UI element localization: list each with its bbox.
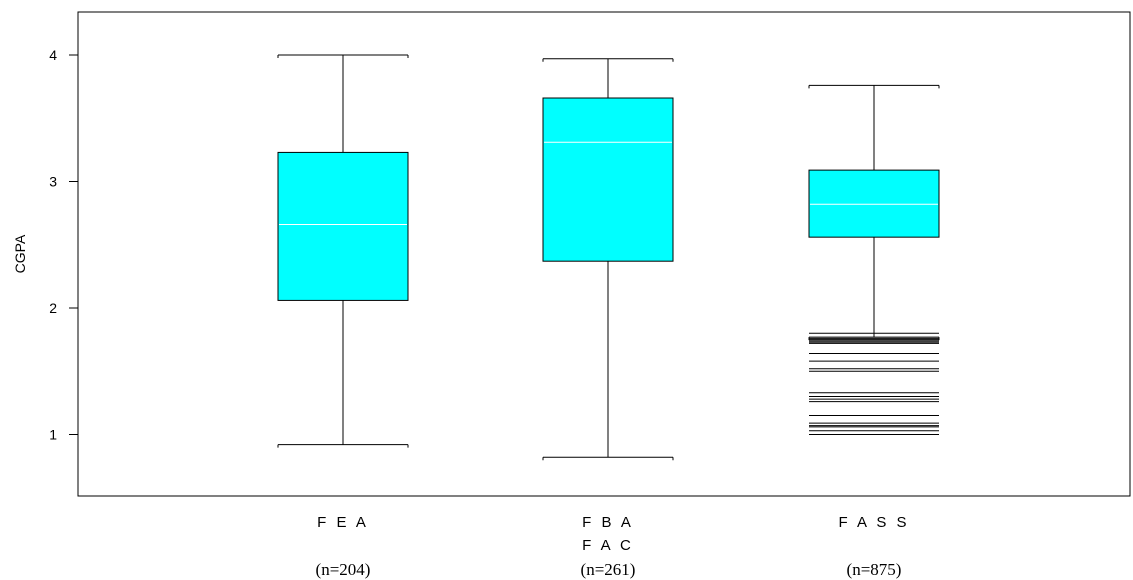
y-tick-label: 4 xyxy=(49,47,57,63)
y-tick-label: 2 xyxy=(49,300,57,316)
x-axis-labels: F E A (n=204) F B A F A C (n=261) F A S S (n=8… xyxy=(316,514,909,579)
y-axis: 1 2 3 4 xyxy=(49,47,78,443)
iqr-box xyxy=(808,169,940,238)
category-sublabel: F A C xyxy=(582,537,634,554)
sample-size-label: (n=261) xyxy=(581,560,636,579)
plot-frame xyxy=(77,11,1131,497)
box-group xyxy=(277,54,409,448)
iqr-box xyxy=(542,97,674,262)
category-label: F E A xyxy=(317,514,369,531)
box-groups xyxy=(277,54,940,461)
y-tick-label: 3 xyxy=(49,174,57,190)
sample-size-label: (n=204) xyxy=(316,560,371,579)
iqr-box xyxy=(277,151,409,301)
category-label: F A S S xyxy=(838,514,909,531)
box-group xyxy=(542,58,674,461)
y-tick-label: 1 xyxy=(49,427,57,443)
box-group xyxy=(808,84,940,435)
category-label: F B A xyxy=(582,514,634,531)
y-axis-label: CGPA xyxy=(12,234,28,273)
sample-size-label: (n=875) xyxy=(847,560,902,579)
